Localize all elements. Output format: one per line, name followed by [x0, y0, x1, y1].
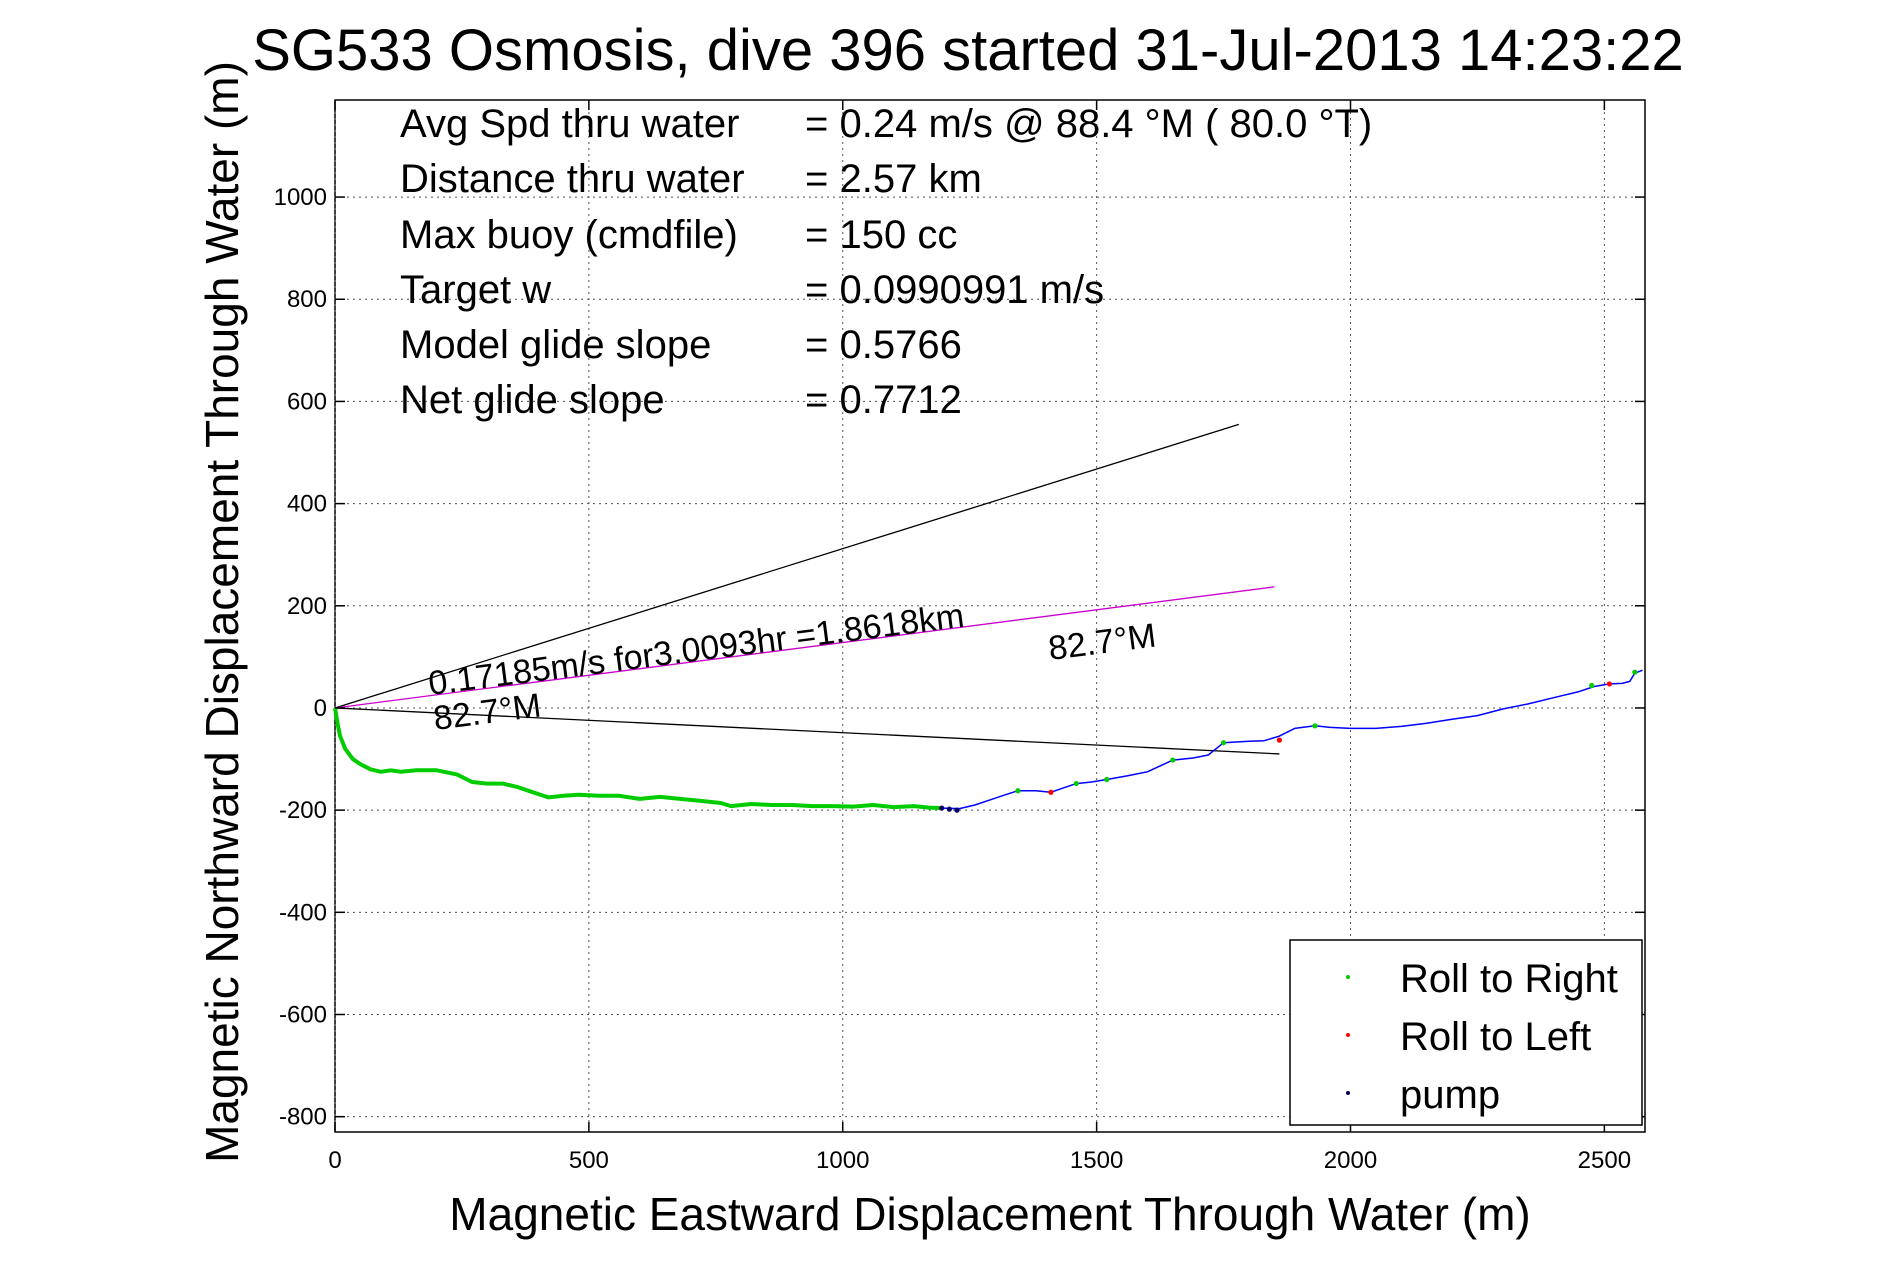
x-axis-label: Magnetic Eastward Displacement Through W…: [449, 1188, 1530, 1240]
stat-label-0: Avg Spd thru water: [400, 102, 739, 146]
stats-block: Avg Spd thru water = 0.24 m/s @ 88.4 °M …: [400, 102, 1372, 422]
x-tick-label-1: 500: [569, 1147, 609, 1174]
x-tick-label-3: 1500: [1070, 1147, 1123, 1174]
y-tick-label-6: 400: [287, 491, 327, 518]
legend-box: [1289, 939, 1643, 1126]
stat-value-1: = 2.57 km: [805, 157, 982, 201]
y-tick-label-4: 0: [314, 695, 327, 722]
stat-value-5: = 0.7712: [805, 378, 962, 422]
event-markers: [939, 669, 1638, 813]
x-tick-label-0: 0: [328, 1147, 341, 1174]
track-series: [333, 669, 1643, 811]
y-tick-label-5: 200: [287, 593, 327, 620]
series-line-1: [941, 669, 1643, 810]
stat-value-2: = 150 cc: [805, 213, 957, 257]
legend-marker-roll-left: [1346, 1033, 1350, 1037]
stat-label-5: Net glide slope: [400, 378, 665, 422]
roll-right-marker-7: [1632, 669, 1638, 675]
stat-label-2: Max buoy (cmdfile): [400, 213, 738, 257]
stat-value-3: = 0.0990991 m/s: [805, 268, 1104, 312]
stat-value-4: = 0.5766: [805, 323, 962, 367]
stat-label-3: Target w: [400, 268, 551, 312]
series-line-0: [333, 707, 942, 811]
roll-left-marker-1: [1276, 737, 1283, 743]
y-tick-label-1: -600: [279, 1001, 327, 1028]
y-axis-label: Magnetic Northward Displacement Through …: [196, 61, 248, 1163]
legend-label-roll-left: Roll to Left: [1400, 1015, 1591, 1059]
pump-marker-1: [946, 806, 952, 812]
pump-marker-2: [954, 807, 960, 813]
legend: Roll to Right Roll to Left pump: [1289, 939, 1643, 1126]
roll-left-marker-0: [1048, 789, 1054, 795]
y-tick-label-9: 1000: [274, 184, 327, 211]
y-tick-label-7: 600: [287, 388, 327, 415]
legend-marker-pump: [1346, 1091, 1350, 1095]
heading-cone: [334, 423, 1280, 755]
x-tick-label-5: 2500: [1578, 1147, 1631, 1174]
roll-right-marker-2: [1104, 776, 1110, 783]
legend-label-roll-right: Roll to Right: [1400, 957, 1618, 1001]
stat-label-1: Distance thru water: [400, 157, 745, 201]
roll-right-marker-6: [1589, 682, 1595, 689]
pump-marker-0: [939, 805, 945, 811]
y-tick-label-8: 800: [287, 286, 327, 313]
roll-right-marker-0: [1015, 788, 1021, 794]
roll-right-marker-4: [1220, 740, 1227, 746]
heading-line: [334, 586, 1275, 709]
chart-title: SG533 Osmosis, dive 396 started 31-Jul-2…: [252, 18, 1684, 83]
stat-label-4: Model glide slope: [400, 323, 711, 367]
stat-value-0: = 0.24 m/s @ 88.4 °M ( 80.0 °T): [805, 102, 1372, 146]
cone-line-0: [334, 423, 1239, 709]
y-tick-label-2: -400: [279, 899, 327, 926]
roll-right-marker-1: [1073, 780, 1079, 787]
cone-line-1: [334, 707, 1280, 755]
y-tick-label-0: -800: [279, 1104, 327, 1131]
roll-left-marker-2: [1606, 681, 1613, 687]
roll-right-marker-5: [1312, 723, 1318, 729]
x-tick-label-4: 2000: [1324, 1147, 1377, 1174]
axis-ticks: 0 500 1000 1500 2000 2500 -800 -600 -400 -200 0 200…: [274, 100, 1645, 1174]
y-tick-label-3: -200: [279, 797, 327, 824]
roll-right-marker-3: [1170, 757, 1176, 763]
legend-label-pump: pump: [1400, 1073, 1500, 1117]
legend-marker-roll-right: [1346, 975, 1350, 979]
x-tick-label-2: 1000: [816, 1147, 869, 1174]
